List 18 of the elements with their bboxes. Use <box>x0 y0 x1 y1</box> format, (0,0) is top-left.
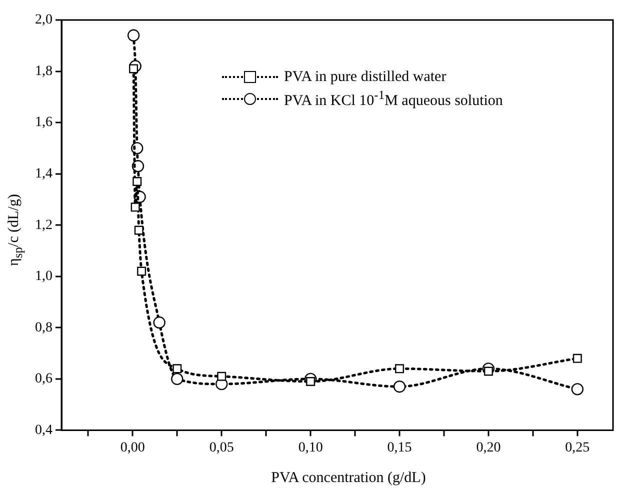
y-tick-label: 1,6 <box>35 115 52 130</box>
y-tick-label: 1,8 <box>35 64 52 79</box>
x-tick-label: 0,00 <box>120 440 145 456</box>
x-tick-label: 0,05 <box>209 440 234 456</box>
y-tick-label: 0,8 <box>35 320 52 336</box>
y-tick-label: 0,6 <box>35 372 52 387</box>
y-tick-label: 2,0 <box>35 12 52 28</box>
x-tick-label: 0,15 <box>387 440 412 456</box>
x-tick-label: 0,20 <box>476 440 501 456</box>
x-tick-label: 0,10 <box>298 440 323 456</box>
legend-label: PVA in pure distilled water <box>284 68 446 86</box>
x-axis-title: PVA concentration (g/dL) <box>270 470 427 487</box>
y-tick-label: 0,4 <box>35 422 52 438</box>
x-tick-label: 0,25 <box>565 440 590 456</box>
y-tick-label: 1,4 <box>35 166 52 182</box>
y-tick-label: 1,0 <box>35 269 52 284</box>
legend-label: PVA in KCl 10$^{-1}$M aqueous solution <box>284 88 503 110</box>
y-tick-label: 1,2 <box>35 218 52 233</box>
